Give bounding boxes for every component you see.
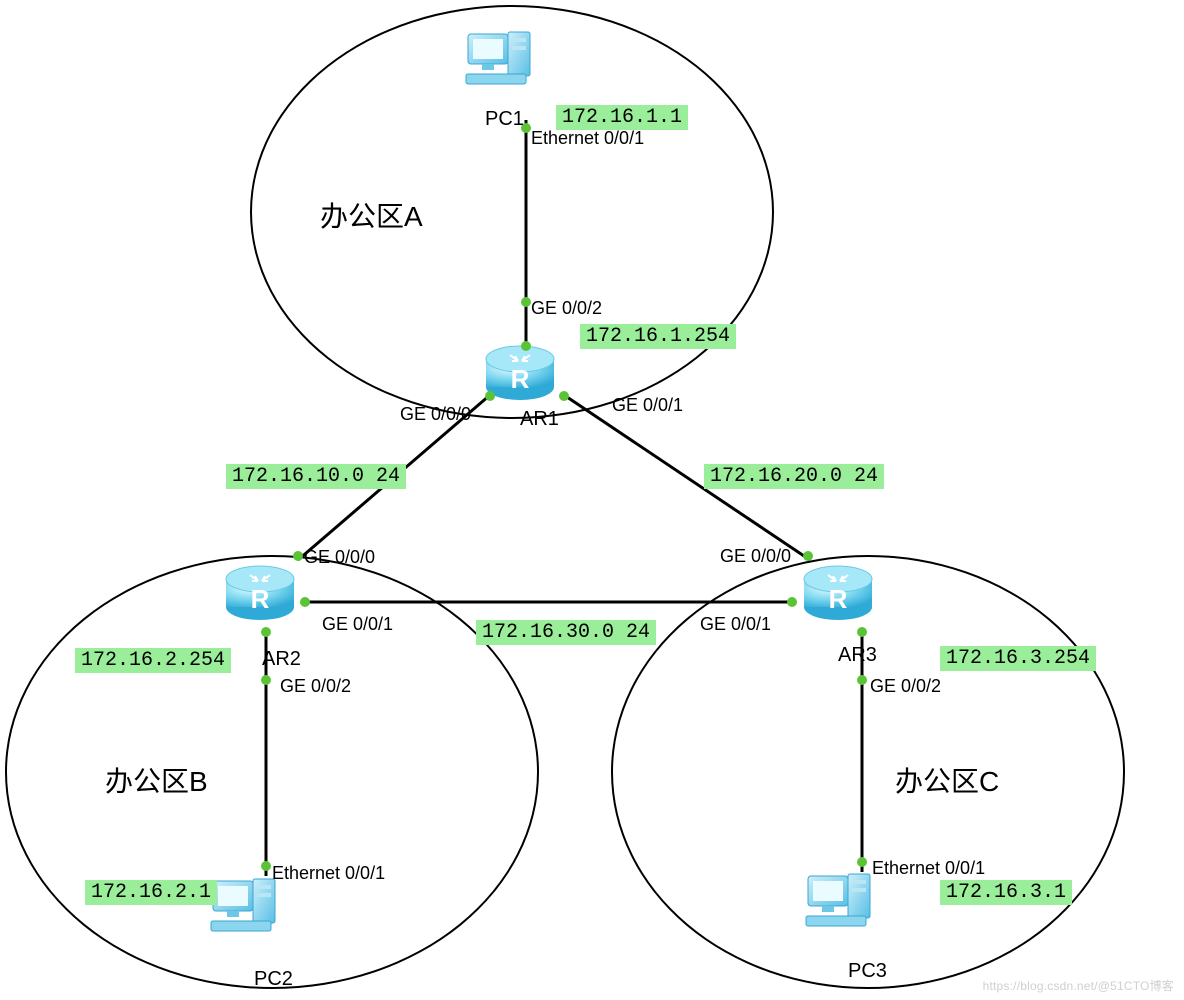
interface-label: Ethernet 0/0/1	[531, 128, 644, 149]
port-dot	[485, 391, 495, 401]
device-label-ar1: AR1	[520, 408, 559, 431]
interface-label: GE 0/0/2	[280, 676, 351, 697]
interface-label: Ethernet 0/0/1	[872, 858, 985, 879]
interface-label: GE 0/0/1	[612, 395, 683, 416]
interface-label: GE 0/0/2	[531, 298, 602, 319]
svg-text:R: R	[251, 584, 270, 614]
port-dot	[300, 597, 310, 607]
interface-label: Ethernet 0/0/1	[272, 863, 385, 884]
ip-label: 172.16.30.0 24	[476, 620, 656, 645]
diagram-canvas: R R	[0, 0, 1184, 1000]
port-dot	[857, 627, 867, 637]
pc-icon-pc2[interactable]	[209, 873, 281, 942]
ip-label: 172.16.2.254	[75, 648, 231, 673]
pc-icon-pc1[interactable]	[464, 26, 536, 95]
interface-label: GE 0/0/1	[700, 614, 771, 635]
ip-label: 172.16.2.1	[85, 880, 217, 905]
port-dot	[261, 861, 271, 871]
svg-text:R: R	[511, 364, 530, 394]
ip-label: 172.16.20.0 24	[704, 464, 884, 489]
port-dot	[293, 551, 303, 561]
device-label-pc3: PC3	[848, 960, 887, 983]
interface-label: GE 0/0/1	[322, 614, 393, 635]
port-dot	[261, 627, 271, 637]
watermark: https://blog.csdn.net/@51CTO博客	[983, 977, 1174, 994]
interface-label: GE 0/0/0	[720, 546, 791, 567]
port-dot	[521, 297, 531, 307]
pc-icon-pc3[interactable]	[804, 868, 876, 937]
interface-label: GE 0/0/2	[870, 676, 941, 697]
port-dot	[787, 597, 797, 607]
zone-label-A: 办公区A	[320, 195, 423, 235]
ip-label: 172.16.1.254	[580, 324, 736, 349]
port-dot	[559, 391, 569, 401]
ip-label: 172.16.3.1	[940, 880, 1072, 905]
device-label-pc2: PC2	[254, 968, 293, 991]
ip-label: 172.16.3.254	[940, 646, 1096, 671]
port-dot	[261, 675, 271, 685]
port-dot	[521, 341, 531, 351]
svg-text:R: R	[829, 584, 848, 614]
zone-label-B: 办公区B	[105, 760, 208, 800]
port-dot	[803, 551, 813, 561]
port-dot	[857, 857, 867, 867]
router-icon-ar3[interactable]: R	[800, 557, 876, 628]
ip-label: 172.16.1.1	[556, 105, 688, 130]
interface-label: GE 0/0/0	[400, 404, 471, 425]
device-label-ar2: AR2	[262, 648, 301, 671]
router-icon-ar2[interactable]: R	[222, 557, 298, 628]
device-label-ar3: AR3	[838, 644, 877, 667]
device-label-pc1: PC1	[485, 108, 524, 131]
interface-label: GE 0/0/0	[304, 547, 375, 568]
port-dot	[857, 675, 867, 685]
ip-label: 172.16.10.0 24	[226, 464, 406, 489]
zone-label-C: 办公区C	[895, 760, 999, 800]
